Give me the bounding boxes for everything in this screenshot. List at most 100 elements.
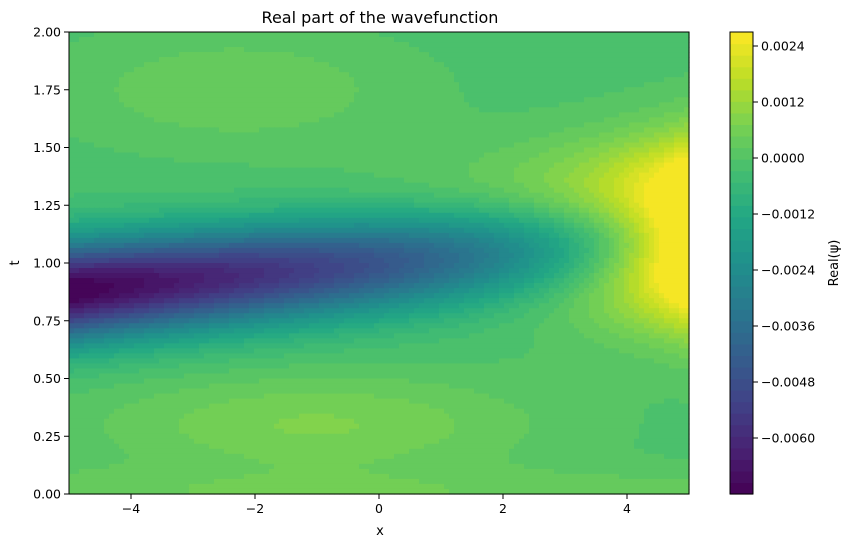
contour-cell: [634, 167, 640, 174]
contour-cell: [614, 202, 620, 209]
contour-cell: [649, 127, 655, 134]
contour-cell: [254, 167, 260, 174]
contour-cell: [329, 77, 335, 83]
contour-cell: [369, 62, 375, 68]
contour-cell: [69, 182, 75, 189]
contour-cell: [244, 72, 250, 78]
contour-cell: [679, 127, 685, 134]
contour-cell: [419, 57, 425, 63]
contour-cell: [144, 52, 150, 58]
contour-cell: [489, 212, 495, 219]
contour-cell: [144, 217, 150, 224]
contour-cell: [224, 197, 230, 204]
contour-cell: [359, 147, 365, 154]
contour-cell: [219, 197, 225, 204]
contour-cell: [79, 217, 85, 224]
contour-cell: [639, 77, 645, 83]
contour-cell: [419, 32, 425, 38]
contour-cell: [344, 117, 350, 123]
contour-cell: [349, 202, 355, 209]
contour-cell: [224, 132, 230, 139]
contour-cell: [504, 182, 510, 189]
contour-cell: [249, 217, 255, 224]
contour-cell: [204, 207, 210, 214]
contour-cell: [489, 122, 495, 129]
contour-cell: [264, 82, 270, 88]
contour-cell: [544, 117, 550, 123]
contour-cell: [484, 122, 490, 129]
contour-cell: [519, 202, 525, 209]
contour-cell: [674, 212, 680, 219]
contour-cell: [279, 212, 285, 219]
contour-cell: [649, 197, 655, 204]
contour-cell: [214, 207, 220, 214]
contour-cell: [589, 142, 595, 149]
contour-cell: [299, 227, 305, 234]
contour-cell: [164, 112, 170, 118]
contour-cell: [309, 202, 315, 209]
contour-cell: [329, 197, 335, 204]
contour-cell: [659, 87, 665, 93]
contour-cell: [399, 127, 405, 134]
contour-cell: [164, 67, 170, 73]
contour-cell: [654, 187, 660, 194]
contour-cell: [174, 62, 180, 68]
contour-cell: [589, 122, 595, 129]
contour-cell: [424, 162, 430, 169]
contour-cell: [469, 152, 475, 159]
contour-cell: [609, 172, 615, 179]
contour-cell: [74, 42, 80, 48]
contour-cell: [314, 107, 320, 113]
contour-cell: [124, 52, 130, 58]
contour-cell: [319, 182, 325, 189]
contour-cell: [129, 142, 135, 149]
contour-cell: [369, 47, 375, 53]
contour-cell: [599, 167, 605, 174]
contour-cell: [674, 217, 680, 224]
contour-cell: [84, 162, 90, 169]
contour-cell: [189, 137, 195, 144]
contour-cell: [89, 87, 95, 93]
contour-cell: [559, 132, 565, 139]
contour-cell: [664, 172, 670, 179]
contour-cell: [564, 167, 570, 174]
contour-cell: [74, 107, 80, 113]
contour-cell: [619, 217, 625, 224]
contour-cell: [339, 162, 345, 169]
contour-cell: [409, 157, 415, 164]
contour-cell: [589, 147, 595, 154]
contour-cell: [624, 132, 630, 139]
contour-cell: [564, 162, 570, 169]
contour-cell: [284, 222, 290, 229]
contour-cell: [319, 197, 325, 204]
contour-cell: [624, 157, 630, 164]
contour-cell: [289, 162, 295, 169]
contour-cell: [154, 57, 160, 63]
contour-cell: [294, 102, 300, 108]
contour-cell: [404, 102, 410, 108]
contour-cell: [599, 197, 605, 204]
contour-cell: [589, 47, 595, 53]
contour-cell: [124, 217, 130, 224]
contour-cell: [219, 177, 225, 184]
contour-cell: [379, 52, 385, 58]
contour-cell: [174, 32, 180, 38]
contour-cell: [424, 137, 430, 144]
contour-cell: [529, 197, 535, 204]
contour-cell: [684, 47, 690, 53]
contour-cell: [569, 92, 575, 98]
contour-cell: [359, 172, 365, 179]
contour-cell: [429, 167, 435, 174]
contour-cell: [654, 172, 660, 179]
contour-cell: [69, 162, 75, 169]
contour-cell: [654, 92, 660, 98]
contour-cell: [454, 47, 460, 53]
contour-cell: [439, 107, 445, 113]
contour-cell: [279, 102, 285, 108]
contour-cell: [234, 187, 240, 194]
contour-cell: [539, 197, 545, 204]
contour-cell: [589, 152, 595, 159]
contour-cell: [559, 172, 565, 179]
contour-cell: [284, 57, 290, 63]
contour-cell: [129, 122, 135, 129]
